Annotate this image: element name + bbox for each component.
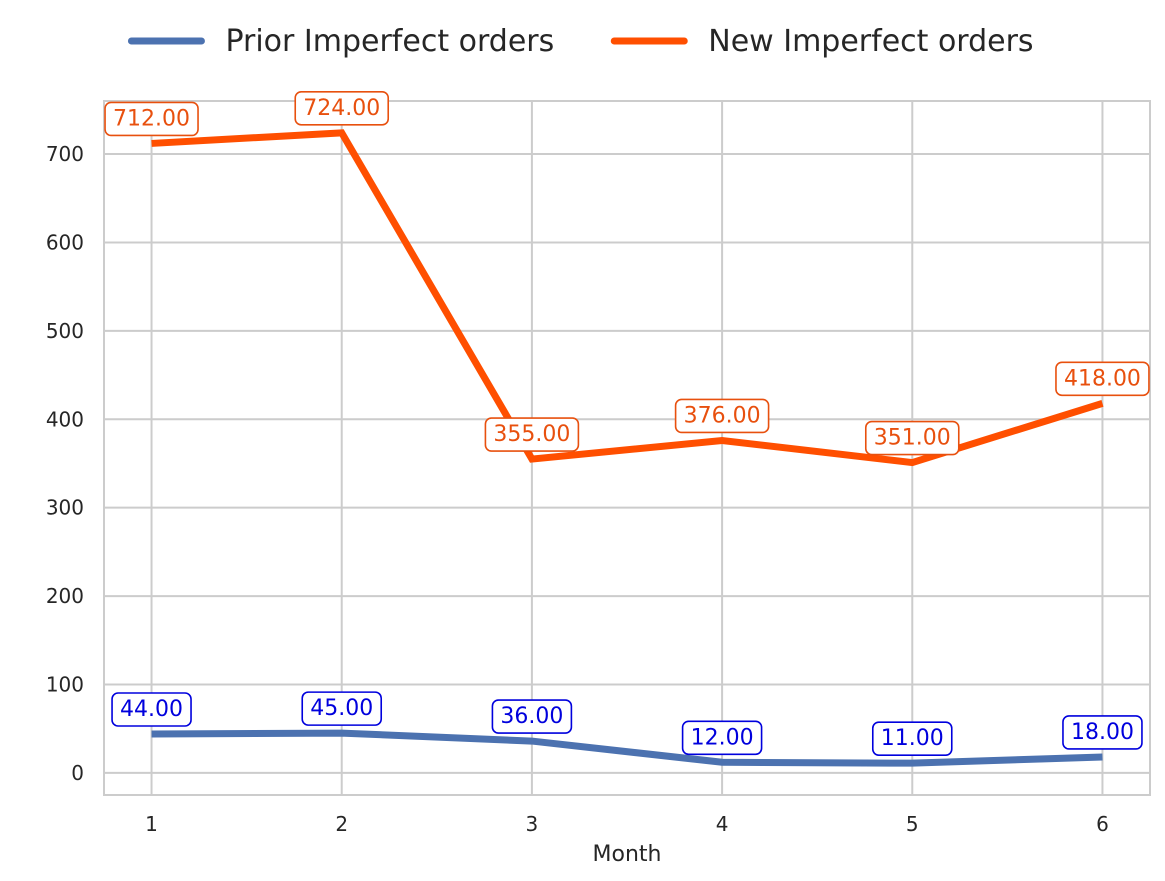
series-line-prior <box>151 729 1103 767</box>
y-tick-label: 500 <box>46 319 84 343</box>
data-label-layer: 44.00 45.00 36.00 12.00 11.00 18.00 712.00 724.… <box>104 91 1150 756</box>
data-label-text: 36.00 <box>500 704 563 729</box>
x-tick-label: 4 <box>716 812 729 836</box>
data-label-text: 45.00 <box>310 696 373 721</box>
data-label: 18.00 <box>1062 715 1143 750</box>
data-label: 12.00 <box>681 720 763 756</box>
data-label-text: 18.00 <box>1071 720 1134 745</box>
data-label-box <box>1055 361 1150 397</box>
data-label-text: 418.00 <box>1064 366 1141 391</box>
data-label-text: 44.00 <box>120 697 183 722</box>
data-label-box <box>301 691 383 726</box>
y-tick-label: 300 <box>46 496 84 520</box>
x-tick-label: 6 <box>1096 812 1109 836</box>
data-label-text: 11.00 <box>881 726 944 751</box>
series-line-new <box>151 129 1104 467</box>
legend-label-prior: Prior Imperfect orders <box>225 24 554 59</box>
data-label: 724.00 <box>294 91 390 126</box>
data-label: 418.00 <box>1055 361 1150 397</box>
data-label-box <box>104 101 199 137</box>
x-tick-label: 5 <box>906 812 919 836</box>
y-tick-label: 400 <box>46 407 84 431</box>
data-label: 351.00 <box>864 420 960 456</box>
data-label: 44.00 <box>111 692 192 727</box>
data-label-box <box>111 692 192 727</box>
data-label-box <box>864 420 960 456</box>
data-label-box <box>491 699 573 734</box>
y-tick-label: 0 <box>71 761 84 785</box>
data-label: 45.00 <box>301 691 383 726</box>
legend-label-new: New Imperfect orders <box>708 24 1033 59</box>
data-label-box <box>1062 715 1143 750</box>
y-tick-label: 700 <box>46 142 84 166</box>
data-label: 36.00 <box>491 699 573 734</box>
data-label-text: 355.00 <box>493 422 570 447</box>
data-label: 376.00 <box>674 398 770 434</box>
data-label-text: 351.00 <box>874 426 951 451</box>
x-axis-title: Month <box>593 842 662 867</box>
y-tick-label: 600 <box>46 230 84 254</box>
x-tick-label: 1 <box>145 812 158 836</box>
series-layer <box>151 129 1104 767</box>
data-label-box <box>871 721 953 756</box>
data-label: 712.00 <box>104 101 199 137</box>
y-tick-label: 200 <box>46 584 84 608</box>
plot-frame <box>103 100 1151 796</box>
data-label-box <box>681 720 763 756</box>
data-label: 11.00 <box>871 721 953 756</box>
data-label-box <box>674 398 770 434</box>
x-tick-label: 2 <box>335 812 348 836</box>
x-tick-label: 3 <box>526 812 539 836</box>
data-label-box <box>484 417 580 452</box>
data-label-text: 724.00 <box>303 96 380 121</box>
y-tick-label: 100 <box>46 672 84 696</box>
data-label-text: 376.00 <box>684 403 761 428</box>
legend: Prior Imperfect orders New Imperfect ord… <box>127 24 1034 59</box>
data-label: 355.00 <box>484 417 580 452</box>
data-label-text: 712.00 <box>113 106 190 131</box>
data-label-text: 12.00 <box>691 725 754 750</box>
data-label-box <box>294 91 390 126</box>
tick-label-layer: 1 2 3 4 5 6 0 100 200 300 400 500 600 700 <box>46 142 1109 836</box>
